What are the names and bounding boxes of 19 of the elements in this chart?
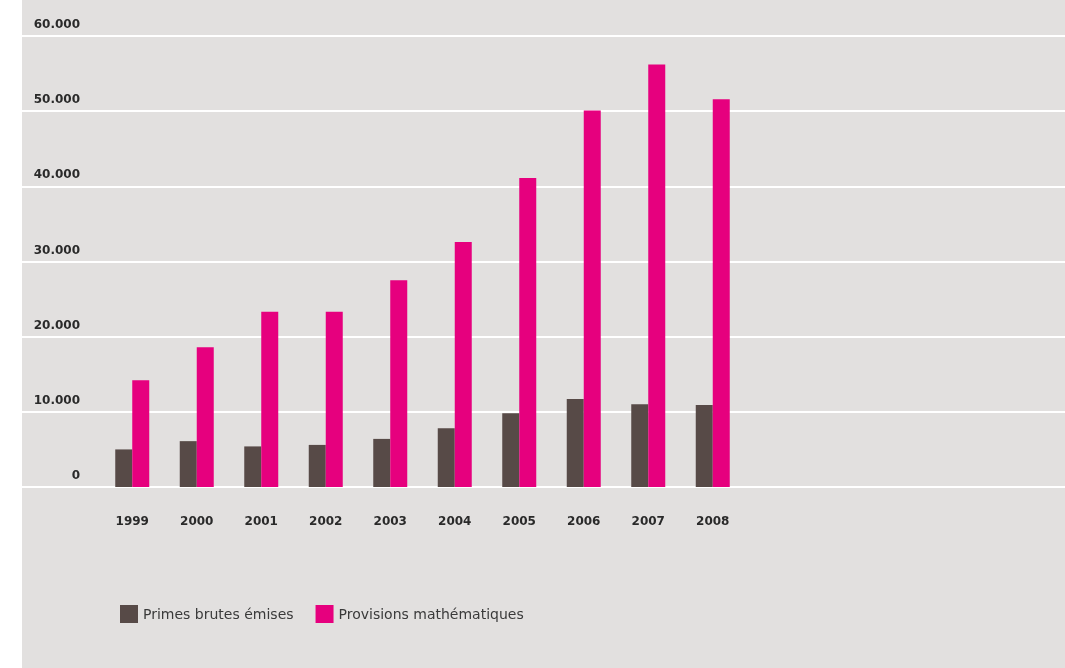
y-tick-label: 60.000 — [33, 17, 80, 31]
y-tick-label: 0 — [71, 468, 80, 482]
y-tick-label: 20.000 — [33, 317, 80, 332]
y-tick-label: 40.000 — [33, 167, 80, 182]
y-tick-label: 30.000 — [33, 242, 80, 257]
x-tick-label: 2007 — [631, 514, 665, 528]
x-tick-label: 1999 — [115, 514, 149, 528]
x-tick-label: 2008 — [696, 514, 730, 528]
legend-label: Provisions mathématiques — [338, 606, 524, 622]
x-tick-label: 2005 — [502, 514, 536, 528]
y-tick-label: 50.000 — [33, 92, 80, 107]
x-tick-label: 2006 — [567, 514, 601, 528]
x-tick-label: 2004 — [438, 514, 472, 528]
x-tick-label: 2001 — [244, 514, 278, 528]
x-tick-label: 2003 — [373, 514, 407, 528]
y-tick-label: 10.000 — [33, 392, 80, 407]
legend-label: Primes brutes émises — [143, 606, 294, 622]
x-tick-label: 2002 — [309, 514, 343, 528]
x-tick-label: 2000 — [180, 514, 214, 528]
